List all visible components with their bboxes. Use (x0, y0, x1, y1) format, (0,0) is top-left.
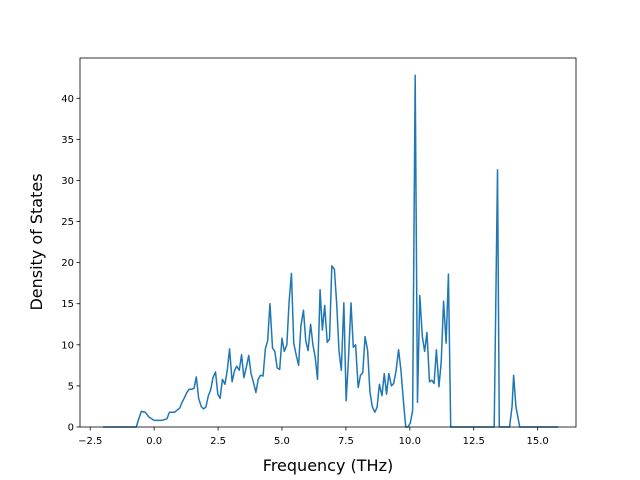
x-tick-label: −2.5 (78, 436, 102, 447)
y-axis-label: Density of States (27, 173, 46, 310)
y-tick-label: 30 (61, 176, 74, 187)
y-tick-label: 35 (61, 135, 74, 146)
y-tick-label: 5 (68, 381, 74, 392)
x-tick-label: 0.0 (146, 436, 162, 447)
x-tick-label: 12.5 (463, 436, 485, 447)
y-tick-label: 0 (68, 423, 74, 434)
y-tick-label: 20 (61, 258, 74, 269)
y-tick-label: 40 (61, 94, 74, 105)
y-tick-label: 15 (61, 299, 74, 310)
x-tick-label: 5.0 (274, 436, 290, 447)
x-tick-label: 15.0 (527, 436, 549, 447)
y-tick-label: 10 (61, 340, 74, 351)
y-tick-label: 25 (61, 217, 74, 228)
plot-frame (79, 57, 577, 428)
x-tick-label: 2.5 (210, 436, 226, 447)
x-axis-label: Frequency (THz) (263, 456, 393, 475)
x-tick-label: 7.5 (338, 436, 354, 447)
x-tick-label: 10.0 (399, 436, 421, 447)
line (103, 74, 559, 428)
